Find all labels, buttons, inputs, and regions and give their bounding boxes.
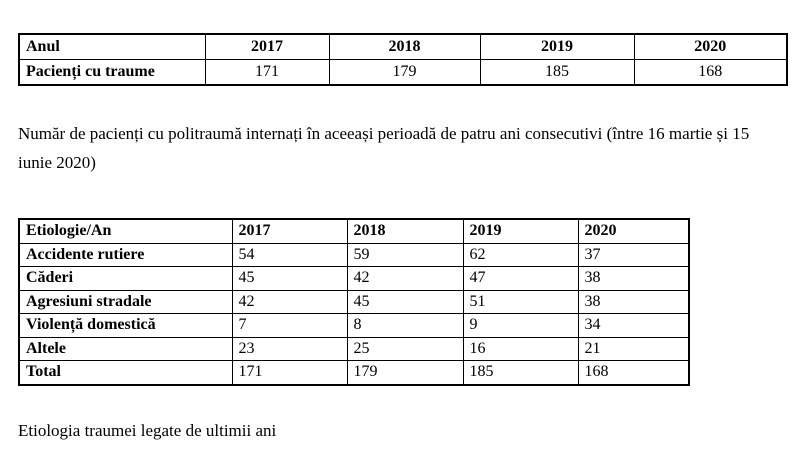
row-label: Agresiuni stradale: [18, 289, 233, 314]
row-label-total: Total: [18, 360, 233, 385]
table-cell: 179: [346, 360, 464, 385]
table-cell: 21: [577, 336, 690, 361]
table-cell: 16: [462, 336, 579, 361]
row-label: Accidente rutiere: [18, 242, 233, 267]
column-header-2019: 2019: [479, 33, 635, 60]
table-cell: 168: [633, 59, 788, 86]
etiology-row-violenta: Violență domestică 7 8 9 34: [18, 313, 690, 338]
table-cell: 9: [462, 313, 579, 338]
table-cell: 37: [577, 242, 690, 267]
table-cell: 179: [328, 59, 481, 86]
patients-table-row: Pacienți cu traume 171 179 185 168: [18, 59, 788, 86]
table-cell: 34: [577, 313, 690, 338]
table-cell: 185: [462, 360, 579, 385]
row-label: Căderi: [18, 266, 233, 291]
patients-by-year-table: Anul 2017 2018 2019 2020 Pacienți cu tra…: [18, 33, 788, 86]
row-label: Altele: [18, 336, 233, 361]
etiology-row-accidente: Accidente rutiere 54 59 62 37: [18, 242, 690, 267]
etiology-row-agresiuni: Agresiuni stradale 42 45 51 38: [18, 289, 690, 314]
table-cell: 54: [231, 242, 348, 267]
table-cell: 25: [346, 336, 464, 361]
column-header-2020: 2020: [577, 218, 690, 244]
table1-caption: Număr de pacienți cu politraumă internaț…: [18, 124, 750, 172]
table-cell: 45: [346, 289, 464, 314]
patients-table-header-row: Anul 2017 2018 2019 2020: [18, 33, 788, 60]
table-cell: 59: [346, 242, 464, 267]
column-header-2017: 2017: [204, 33, 330, 60]
column-header-2018: 2018: [328, 33, 481, 60]
table-cell: 171: [231, 360, 348, 385]
column-header-etiologie: Etiologie/An: [18, 218, 233, 244]
table-cell: 38: [577, 266, 690, 291]
table-cell: 47: [462, 266, 579, 291]
table2-caption: Etiologia traumei legate de ultimii ani: [18, 421, 277, 440]
column-header-2018: 2018: [346, 218, 464, 244]
table-cell: 45: [231, 266, 348, 291]
table-cell: 171: [204, 59, 330, 86]
table-cell: 51: [462, 289, 579, 314]
etiology-by-year-table: Etiologie/An 2017 2018 2019 2020 Acciden…: [18, 218, 690, 386]
etiology-table-header-row: Etiologie/An 2017 2018 2019 2020: [18, 218, 690, 244]
table-cell: 42: [346, 266, 464, 291]
table-cell: 185: [479, 59, 635, 86]
table-cell: 62: [462, 242, 579, 267]
table-cell: 42: [231, 289, 348, 314]
table-cell: 8: [346, 313, 464, 338]
column-header-2019: 2019: [462, 218, 579, 244]
etiology-row-total: Total 171 179 185 168: [18, 360, 690, 385]
column-header-anul: Anul: [18, 33, 206, 60]
table-cell: 168: [577, 360, 690, 385]
etiology-row-caderi: Căderi 45 42 47 38: [18, 266, 690, 291]
table-cell: 38: [577, 289, 690, 314]
column-header-2020: 2020: [633, 33, 788, 60]
table-cell: 7: [231, 313, 348, 338]
etiology-row-altele: Altele 23 25 16 21: [18, 336, 690, 361]
table-cell: 23: [231, 336, 348, 361]
row-label: Violență domestică: [18, 313, 233, 338]
row-label-pacienti: Pacienți cu traume: [18, 59, 206, 86]
column-header-2017: 2017: [231, 218, 348, 244]
